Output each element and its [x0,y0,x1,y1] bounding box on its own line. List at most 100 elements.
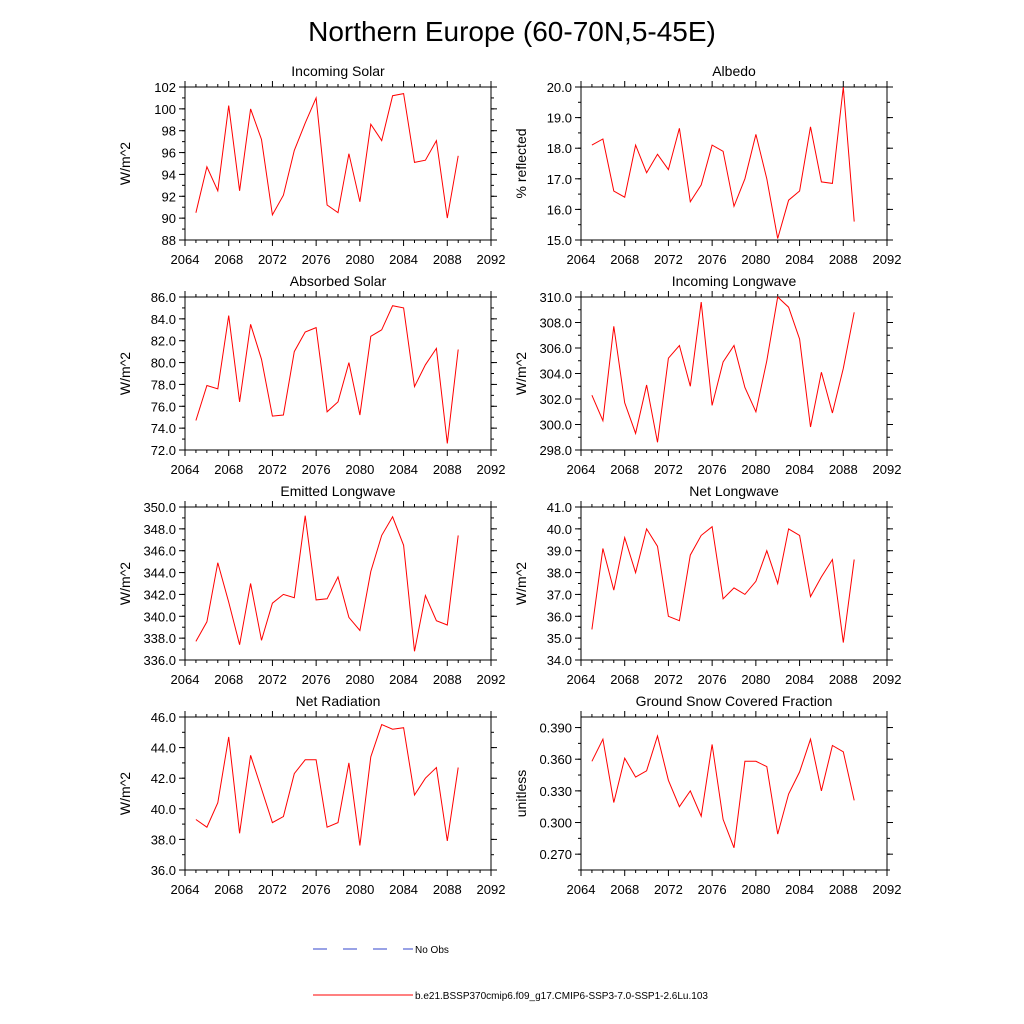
y-tick-label: 86.0 [151,290,176,305]
y-tick-label: 34.0 [547,653,572,668]
y-tick-label: 338.0 [143,631,176,646]
y-tick-label: 344.0 [143,566,176,581]
series-line [591,525,855,643]
y-tick-label: 80.0 [151,356,176,371]
y-tick-label: 306.0 [539,341,572,356]
x-tick-label: 2072 [654,672,683,687]
y-tick-label: 308.0 [539,316,572,331]
y-tick-label: 72.0 [151,443,176,458]
plot-frame [184,86,492,241]
y-tick-label: 0.300 [539,816,572,831]
x-tick-label: 2080 [741,672,770,687]
x-tick-label: 2088 [829,252,858,267]
x-tick-label: 2080 [741,252,770,267]
y-tick-label: 88 [162,233,176,248]
x-tick-label: 2084 [785,462,814,477]
y-axis-label: unitless [513,770,529,817]
plot-frame [580,296,888,451]
x-tick-label: 2080 [345,882,374,897]
page-title: Northern Europe (60-70N,5-45E) [308,16,716,47]
y-axis-label: W/m^2 [513,352,529,395]
y-tick-label: 304.0 [539,367,572,382]
x-tick-label: 2088 [433,462,462,477]
plot-frame [184,716,492,871]
x-tick-label: 2072 [654,252,683,267]
x-tick-label: 2092 [873,882,902,897]
x-tick-label: 2084 [389,672,418,687]
series-line [195,93,459,219]
y-tick-label: 298.0 [539,443,572,458]
y-tick-label: 336.0 [143,653,176,668]
y-tick-label: 98 [162,124,176,139]
x-tick-label: 2076 [698,882,727,897]
y-tick-label: 36.0 [151,863,176,878]
x-tick-label: 2068 [610,882,639,897]
y-tick-label: 102 [154,80,176,95]
chart-panel: Ground Snow Covered Fraction unitless 2064… [513,693,901,897]
chart-title: Incoming Longwave [672,273,797,289]
y-tick-label: 38.0 [547,566,572,581]
panels-group: Incoming Solar W/m^2 2064 2068 2072 2076 2080 2… [117,63,901,897]
chart-panel: Incoming Longwave W/m^2 2064 2068 2072 2076 20… [513,273,901,477]
x-tick-label: 2072 [258,252,287,267]
x-tick-label: 2068 [214,672,243,687]
series-line [591,296,855,443]
x-tick-label: 2064 [567,672,596,687]
y-tick-label: 46.0 [151,710,176,725]
chart-title: Net Radiation [296,693,381,709]
chart-title: Ground Snow Covered Fraction [636,693,833,709]
x-tick-label: 2076 [302,462,331,477]
series-line [195,515,459,652]
y-tick-label: 300.0 [539,418,572,433]
chart-panel: Incoming Solar W/m^2 2064 2068 2072 2076 2080 2… [117,63,505,267]
y-tick-label: 41.0 [547,500,572,515]
x-tick-label: 2076 [698,672,727,687]
y-axis-label: W/m^2 [513,562,529,605]
y-axis-label: W/m^2 [117,352,133,395]
y-tick-label: 17.0 [547,172,572,187]
y-tick-label: 16.0 [547,202,572,217]
x-tick-label: 2084 [389,252,418,267]
y-tick-label: 100 [154,102,176,117]
x-tick-label: 2068 [214,882,243,897]
legend-obs-label: No Obs [415,945,449,956]
y-tick-label: 39.0 [547,544,572,559]
x-tick-label: 2080 [741,882,770,897]
series-line [591,86,855,239]
y-tick-label: 76.0 [151,399,176,414]
x-tick-label: 2084 [389,882,418,897]
y-tick-label: 37.0 [547,587,572,602]
plot-frame [184,506,492,661]
x-tick-label: 2072 [654,462,683,477]
x-tick-label: 2064 [171,672,200,687]
y-tick-label: 0.270 [539,847,572,862]
x-tick-label: 2084 [785,672,814,687]
chart-title: Albedo [712,63,756,79]
x-tick-label: 2064 [567,252,596,267]
x-tick-label: 2076 [698,252,727,267]
x-tick-label: 2064 [567,462,596,477]
x-tick-label: 2084 [785,252,814,267]
y-tick-label: 74.0 [151,421,176,436]
x-tick-label: 2076 [302,672,331,687]
x-tick-label: 2088 [433,252,462,267]
series-line [195,305,459,444]
y-tick-label: 15.0 [547,233,572,248]
x-tick-label: 2072 [258,672,287,687]
y-tick-label: 340.0 [143,609,176,624]
y-axis-label: W/m^2 [117,772,133,815]
y-tick-label: 0.390 [539,721,572,736]
x-tick-label: 2072 [654,882,683,897]
y-tick-label: 42.0 [151,771,176,786]
y-tick-label: 310.0 [539,290,572,305]
x-tick-label: 2084 [389,462,418,477]
x-tick-label: 2088 [829,672,858,687]
y-tick-label: 0.330 [539,784,572,799]
y-tick-label: 92 [162,189,176,204]
x-tick-label: 2068 [214,252,243,267]
y-tick-label: 84.0 [151,312,176,327]
y-tick-label: 82.0 [151,334,176,349]
x-tick-label: 2076 [698,462,727,477]
x-tick-label: 2088 [829,882,858,897]
chart-panel: Net Radiation W/m^2 2064 2068 2072 2076 2080 20… [117,693,505,897]
